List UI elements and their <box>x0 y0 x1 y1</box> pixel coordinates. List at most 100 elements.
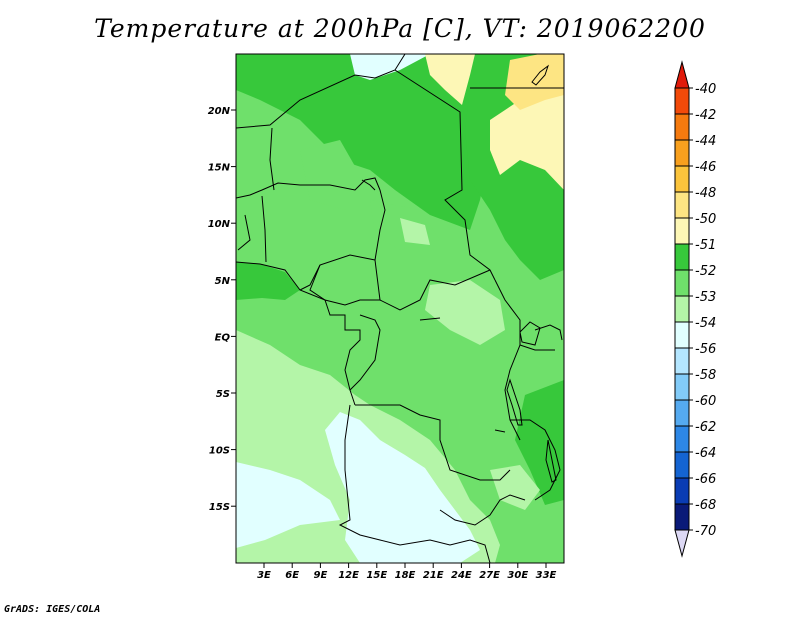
colorbar-swatch <box>674 477 690 505</box>
lon-tick-label: 33E <box>536 570 557 581</box>
border-line <box>394 69 496 281</box>
border-line <box>269 127 275 191</box>
colorbar-label: -52 <box>695 264 716 279</box>
colorbar-label: -64 <box>695 446 716 461</box>
field-region-52-coast <box>236 262 300 300</box>
colorbar-swatch <box>674 87 690 115</box>
lake-outline <box>531 64 549 86</box>
border-line <box>374 189 491 311</box>
border-line <box>236 261 361 406</box>
lake-outline <box>545 439 557 483</box>
field-region-56-south <box>325 412 480 563</box>
colorbar-swatch <box>674 347 690 375</box>
colorbar-swatch <box>674 165 690 193</box>
lake-outline <box>506 378 523 426</box>
border-line <box>299 264 321 291</box>
colorbar-label: -53 <box>695 290 716 305</box>
lon-tick-label: 24E <box>451 570 472 581</box>
colorbar-label: -56 <box>695 342 716 357</box>
field-region-56-west <box>236 462 340 548</box>
colorbar-top-triangle <box>674 60 690 89</box>
border-line <box>519 344 555 351</box>
border-line <box>261 195 267 263</box>
colorbar-label: -60 <box>695 394 716 409</box>
lat-tick-label: 15S <box>209 502 230 513</box>
border-line <box>338 404 491 563</box>
lon-tick-label: 30E <box>507 570 528 581</box>
colorbar-label: -51 <box>695 238 716 253</box>
colorbar-swatch <box>674 321 690 349</box>
grads-credit: GrADS: IGES/COLA <box>4 604 101 615</box>
colorbar-label: -46 <box>695 160 716 175</box>
lat-tick-label: 15N <box>208 163 231 174</box>
border-line <box>494 279 521 441</box>
border-line <box>237 214 251 251</box>
border-line <box>236 177 381 199</box>
colorbar-swatch <box>674 451 690 479</box>
colorbar-label: -70 <box>695 524 716 539</box>
lon-tick-label: 12E <box>338 570 359 581</box>
colorbar-swatch <box>674 139 690 167</box>
country-borders <box>236 54 564 563</box>
border-line <box>309 254 380 306</box>
longitude-axis: 3E 6E 9E 12E 15E 18E 21E 24E 27E 30E 33E <box>257 563 557 581</box>
border-line <box>439 494 526 526</box>
colorbar-swatch <box>674 243 690 271</box>
lake-outline <box>419 317 441 321</box>
lake-outline <box>494 429 506 433</box>
colorbar-label: -68 <box>695 498 716 513</box>
lon-tick-label: 15E <box>366 570 387 581</box>
colorbar-label: -40 <box>695 82 716 97</box>
border-line <box>355 404 511 481</box>
colorbar-swatch <box>674 113 690 141</box>
lon-tick-label: 21E <box>423 570 444 581</box>
lat-tick-label: EQ <box>215 332 231 343</box>
colorbar-label: -44 <box>695 134 716 149</box>
colorbar: -40 -42 -44 -46 -48 -50 -51 -52 -53 -54 -56 -58 -60 -… <box>674 60 716 558</box>
field-region-51-north <box>425 54 475 105</box>
lat-tick-label: 20N <box>208 106 231 117</box>
colorbar-label: -66 <box>695 472 716 487</box>
colorbar-bottom-triangle <box>674 529 690 558</box>
lon-tick-label: 6E <box>285 570 299 581</box>
lon-tick-label: 3E <box>257 570 271 581</box>
chart-title: Temperature at 200hPa [C], VT: 201906220… <box>94 14 706 43</box>
colorbar-label: -54 <box>695 316 716 331</box>
lat-tick-label: 5N <box>215 276 231 287</box>
field-region-54-patch <box>400 218 430 245</box>
lat-tick-label: 10N <box>208 219 231 230</box>
lon-tick-label: 18E <box>395 570 416 581</box>
border-line <box>510 419 561 501</box>
field-region-52-east <box>515 380 564 505</box>
colorbar-swatch <box>674 373 690 401</box>
field-region-50-northeast <box>505 54 564 110</box>
colorbar-swatch <box>674 295 690 323</box>
colorbar-swatch <box>674 399 690 427</box>
map-frame <box>235 53 565 564</box>
border-line <box>349 314 381 391</box>
temperature-field <box>236 54 564 563</box>
colorbar-swatch <box>674 269 690 297</box>
colorbar-label: -58 <box>695 368 716 383</box>
colorbar-swatch <box>674 191 690 219</box>
field-region-53-patch <box>300 140 360 210</box>
colorbar-label: -48 <box>695 186 716 201</box>
colorbar-label: -62 <box>695 420 716 435</box>
field-region-54-center <box>425 280 505 345</box>
colorbar-label: -50 <box>695 212 716 227</box>
border-line <box>534 324 563 341</box>
field-region-51-northeast <box>490 85 564 190</box>
lon-tick-label: 27E <box>479 570 500 581</box>
lake-outline <box>519 321 541 346</box>
colorbar-swatch <box>674 503 690 531</box>
lake-outline <box>361 179 376 191</box>
field-region-56-north <box>350 54 430 80</box>
colorbar-swatch <box>674 217 690 245</box>
lat-tick-label: 5S <box>216 389 230 400</box>
latitude-axis: 20N 15N 10N 5N EQ 5S 10S 15S <box>208 106 236 513</box>
lon-tick-label: 9E <box>314 570 328 581</box>
colorbar-label: -42 <box>695 108 716 123</box>
lat-tick-label: 10S <box>209 446 230 457</box>
colorbar-swatch <box>674 425 690 453</box>
